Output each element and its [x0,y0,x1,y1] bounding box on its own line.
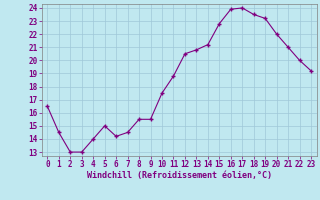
X-axis label: Windchill (Refroidissement éolien,°C): Windchill (Refroidissement éolien,°C) [87,171,272,180]
